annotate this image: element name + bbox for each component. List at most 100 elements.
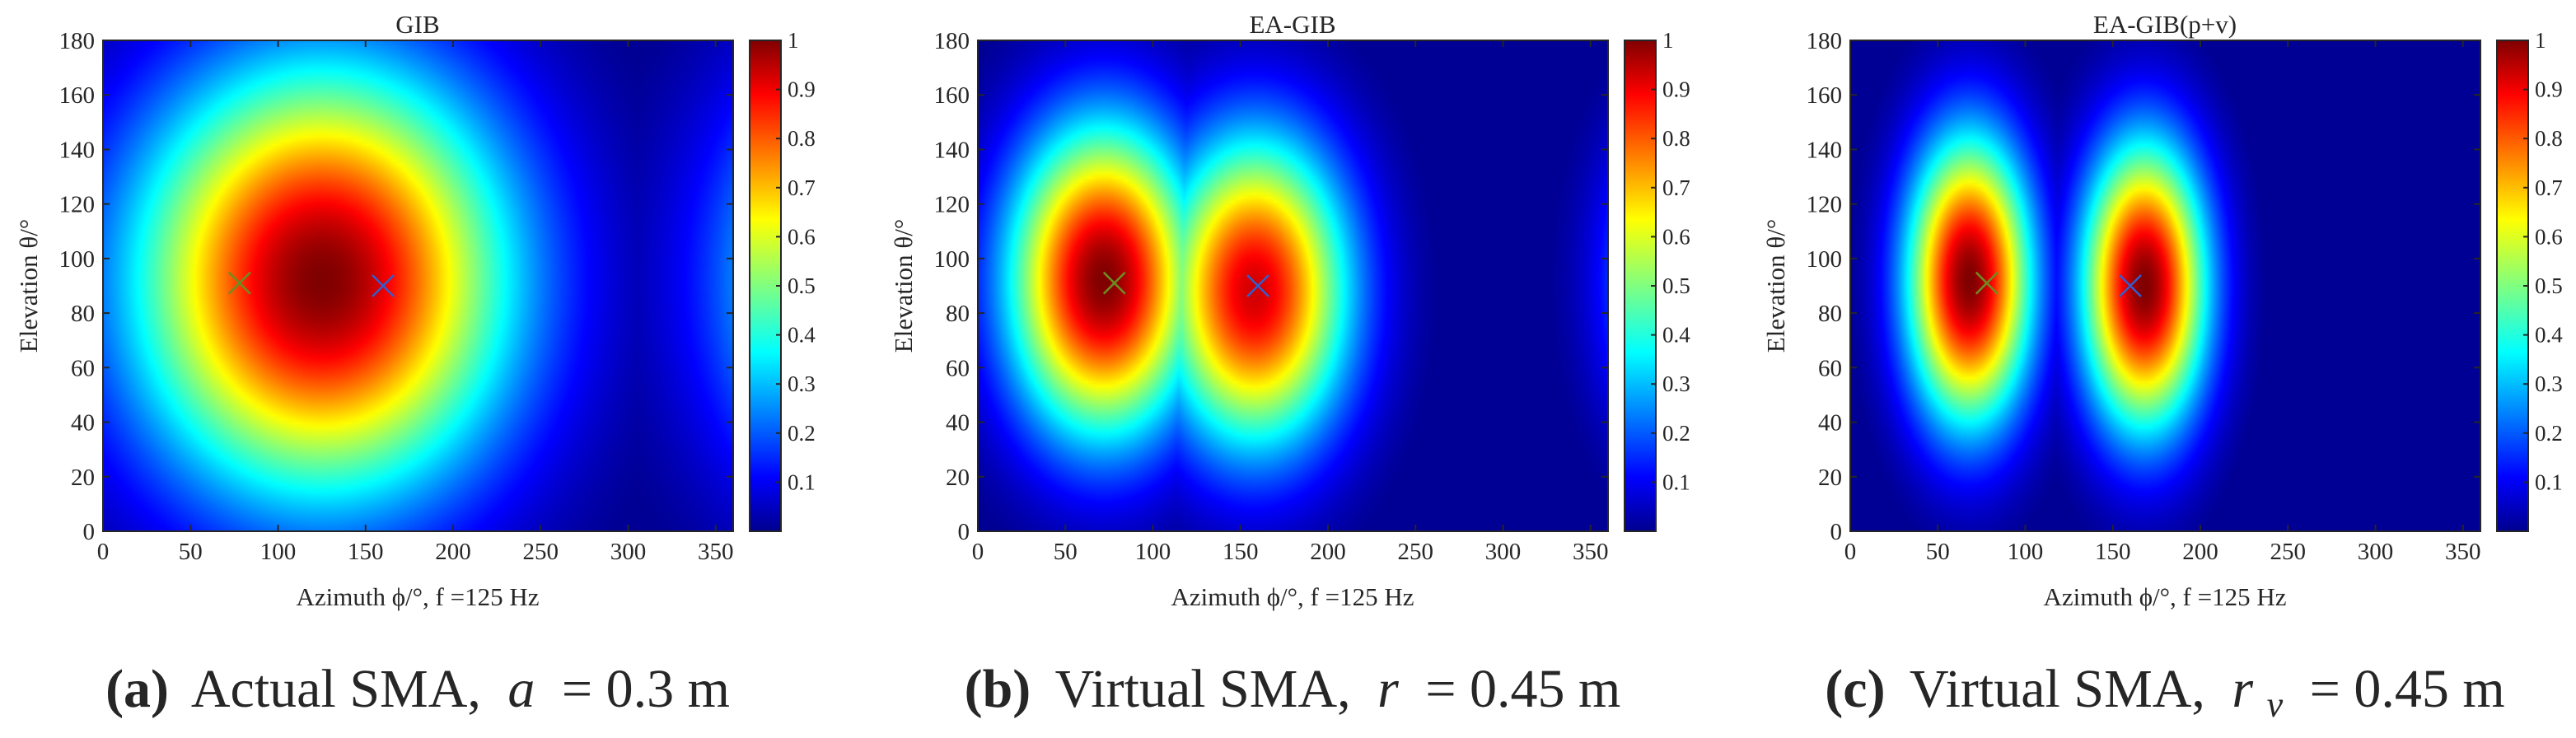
y-tick-label: 100 [59, 246, 96, 273]
x-tick-label: 350 [1573, 539, 1609, 565]
x-tick-label: 350 [698, 539, 734, 565]
plot-title: GIB [395, 10, 439, 39]
panel-a: 0 20 40 60 80 100 120 140 160 180 0 50 100 150 200 250… [14, 10, 816, 719]
x-axis-title: Azimuth ϕ/°, f =125 Hz [296, 582, 539, 611]
caption-variable: r [1377, 659, 1399, 719]
y-tick-label: 120 [1807, 192, 1843, 218]
caption: (c) Virtual SMA, r v = 0.45 m [1825, 659, 2504, 729]
x-axis-title: Azimuth ϕ/°, f =125 Hz [2043, 582, 2286, 611]
colorbar-tick-label: 0.1 [2535, 469, 2563, 494]
caption-letter: (c) [1825, 659, 1885, 719]
marker-stroke [1102, 271, 1126, 295]
x-axis: 0 50 100 150 200 250 300 350 [1844, 40, 2481, 565]
x-tick-label: 0 [97, 539, 110, 565]
caption: (a) Actual SMA, a = 0.3 m [105, 659, 730, 719]
x-tick-label: 300 [610, 539, 647, 565]
colorbar-tick-label: 0.8 [788, 126, 816, 151]
y-axis: 0 20 40 60 80 100 120 140 160 180 [1807, 28, 2480, 545]
colorbar-ticks: 0.1 0.2 0.3 0.4 0.5 0.6 0.7 0.8 0.9 1 [776, 28, 816, 494]
colorbar-tick-label: 0.8 [2535, 126, 2563, 151]
y-tick-label: 100 [1807, 246, 1843, 273]
x-tick-label: 150 [2095, 539, 2131, 565]
caption: (b) Virtual SMA, r = 0.45 m [965, 659, 1621, 719]
colorbar-tick-label: 0.2 [1662, 421, 1690, 446]
x-tick-label: 200 [1310, 539, 1346, 565]
colorbar-tick-label: 0.5 [2535, 273, 2563, 298]
caption-text: Virtual SMA, [1055, 659, 1351, 719]
colorbar-tick-label: 0.8 [1662, 126, 1690, 151]
x-tick-label: 200 [2182, 539, 2218, 565]
panel-b: 0 20 40 60 80 100 120 140 160 180 0 50 100 150 200 250… [889, 10, 1690, 719]
y-tick-label: 40 [71, 410, 95, 437]
x-tick-label: 50 [1054, 539, 1078, 565]
colorbar-ticks: 0.1 0.2 0.3 0.4 0.5 0.6 0.7 0.8 0.9 1 [2523, 28, 2563, 494]
colorbar-tick-label: 0.5 [1662, 273, 1690, 298]
caption-value: = 0.3 m [562, 659, 730, 719]
y-tick-label: 80 [71, 301, 95, 327]
caption-letter: (b) [965, 659, 1031, 719]
heatmap-image [978, 40, 1608, 531]
colorbar-tick-label: 0.6 [2535, 224, 2563, 249]
y-tick-label: 60 [1818, 355, 1842, 381]
source-markers [1975, 271, 2142, 297]
x-tick-label: 0 [972, 539, 984, 565]
caption-value: = 0.45 m [2310, 659, 2505, 719]
caption-letter: (a) [105, 659, 169, 719]
x-tick-label: 100 [1135, 539, 1171, 565]
plot-frame [1849, 40, 2481, 532]
colorbar [2496, 40, 2529, 532]
colorbar-tick-label: 0.4 [788, 323, 816, 348]
source-marker [2119, 274, 2142, 297]
panel-c: 0 20 40 60 80 100 120 140 160 180 0 50 100 150 200 250… [1761, 10, 2563, 729]
source-markers [227, 271, 395, 297]
x-tick-label: 200 [435, 539, 471, 565]
source-marker [372, 274, 395, 297]
colorbar-tick-label: 0.2 [2535, 421, 2563, 446]
y-tick-label: 140 [59, 137, 96, 163]
y-tick-label: 60 [71, 355, 95, 381]
source-marker [1246, 274, 1269, 297]
y-axis-title: Elevation θ/° [889, 219, 918, 353]
colorbar-tick-label: 1 [1662, 28, 1674, 53]
colorbar [1624, 40, 1657, 532]
y-tick-label: 0 [1830, 519, 1843, 545]
x-tick-label: 300 [2358, 539, 2394, 565]
x-tick-label: 50 [1926, 539, 1950, 565]
colorbar-tick-label: 0.6 [788, 224, 816, 249]
y-tick-label: 0 [958, 519, 970, 545]
colorbar-tick-label: 0.9 [1662, 77, 1690, 102]
colorbar-tick-label: 0.9 [2535, 77, 2563, 102]
y-tick-label: 80 [946, 301, 970, 327]
colorbar-tick-label: 0.9 [788, 77, 816, 102]
x-tick-label: 250 [523, 539, 559, 565]
y-tick-label: 80 [1818, 301, 1842, 327]
heatmap-image [103, 40, 733, 531]
x-tick-label: 0 [1844, 539, 1857, 565]
x-axis-title: Azimuth ϕ/°, f =125 Hz [1171, 582, 1414, 611]
y-tick-label: 140 [1807, 137, 1843, 163]
colorbar-tick-label: 1 [2535, 28, 2546, 53]
colorbar-tick-label: 0.3 [788, 371, 816, 396]
caption-variable: a [507, 659, 535, 719]
y-axis-title: Elevation θ/° [14, 219, 43, 353]
plot-frame [102, 40, 734, 532]
marker-stroke [227, 271, 251, 295]
colorbar-tick-label: 0.6 [1662, 224, 1690, 249]
caption-value: = 0.45 m [1425, 659, 1620, 719]
x-tick-label: 100 [2008, 539, 2044, 565]
caption-text: Actual SMA, [191, 659, 481, 719]
x-tick-label: 100 [260, 539, 297, 565]
y-tick-label: 40 [1818, 410, 1842, 437]
colorbar-tick-label: 0.4 [1662, 323, 1690, 348]
plot-frame [977, 40, 1609, 532]
caption-variable: r [2232, 659, 2253, 719]
y-tick-label: 180 [59, 28, 96, 54]
y-tick-label: 120 [934, 192, 970, 218]
marker-stroke [1246, 274, 1269, 297]
x-tick-label: 150 [348, 539, 384, 565]
colorbar-tick-label: 0.5 [788, 273, 816, 298]
y-tick-label: 160 [59, 82, 96, 109]
y-tick-label: 160 [1807, 82, 1843, 109]
x-axis: 0 50 100 150 200 250 300 350 [972, 40, 1609, 565]
